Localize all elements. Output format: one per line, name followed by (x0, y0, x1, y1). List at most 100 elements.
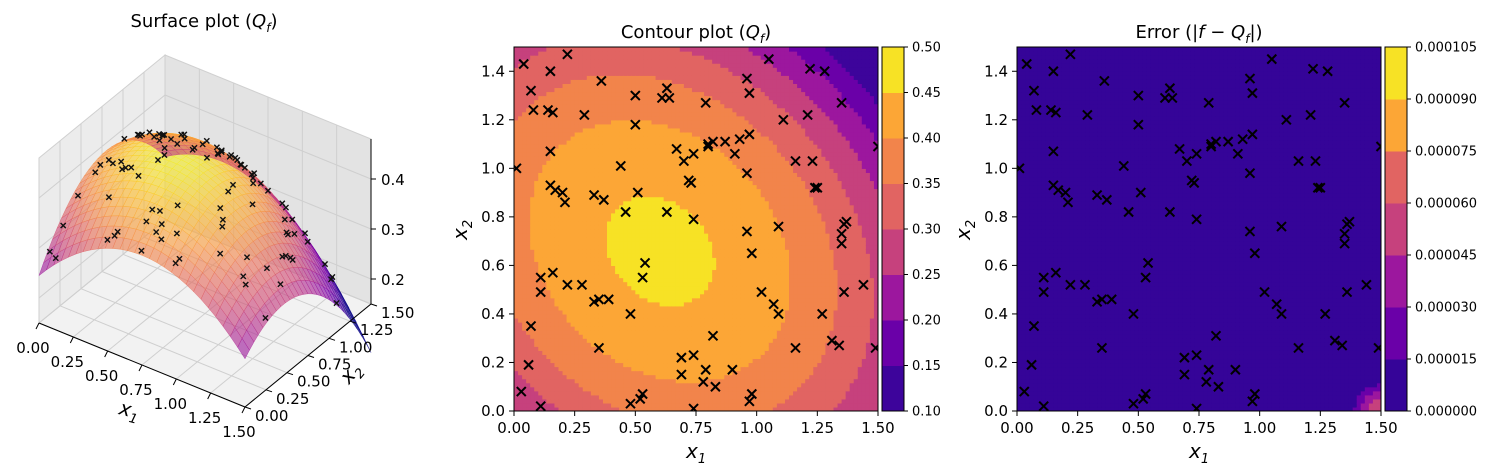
contour-cell (627, 382, 632, 388)
contour-cell (522, 144, 527, 149)
contour-cell (586, 257, 592, 262)
contour-cell (570, 257, 576, 262)
contour-cell (639, 358, 645, 364)
contour-cell (643, 156, 649, 161)
contour-cell (619, 362, 624, 368)
contour-cell (615, 386, 620, 392)
contour-cell (607, 123, 612, 129)
contour-cell (570, 144, 576, 149)
contour-cell (562, 83, 568, 89)
contour-cell (570, 237, 576, 242)
contour-cell (518, 135, 523, 141)
contour-cell (534, 127, 539, 133)
contour-cell (574, 245, 580, 250)
contour-cell (635, 273, 640, 279)
contour-cell (566, 257, 572, 262)
contour-cell (627, 378, 632, 384)
contour-cell (627, 47, 632, 52)
marker-stroke (203, 137, 210, 144)
contour-cell (514, 257, 519, 262)
contour-cell (663, 241, 669, 246)
contour-cell (602, 140, 608, 145)
contour-cell (522, 382, 527, 388)
contour-cell (578, 237, 584, 242)
contour-cell (671, 156, 677, 161)
contour-cell (643, 374, 649, 380)
contour-cell (663, 103, 669, 109)
contour-cell (586, 285, 592, 291)
contour-cell (667, 309, 673, 315)
contour-cell (594, 285, 600, 291)
contour-cell (538, 273, 543, 279)
contour-cell (623, 233, 628, 238)
contour-cell (538, 338, 543, 343)
contour-cell (526, 237, 531, 242)
contour-cell (578, 273, 584, 279)
contour-cell (550, 326, 556, 331)
contour-cell (598, 366, 604, 372)
contour-cell (659, 224, 665, 230)
contour-cell (655, 188, 661, 194)
contour-cell (643, 224, 649, 230)
contour-cell (566, 301, 572, 307)
contour-cell (570, 366, 576, 372)
contour-cell (566, 354, 572, 360)
contour-cell (562, 241, 568, 246)
contour-cell (542, 87, 547, 93)
sample-point-marker (301, 230, 309, 237)
contour-cell (578, 140, 584, 145)
marker-stroke (333, 300, 340, 307)
contour-cell (619, 330, 624, 335)
contour-cell (514, 358, 519, 364)
contour-cell (627, 390, 632, 396)
contour-cell (542, 212, 547, 218)
contour-cell (526, 59, 531, 64)
contour-cell (667, 398, 673, 404)
contour-cell (550, 354, 556, 360)
contour-cell (607, 184, 612, 190)
contour-cell (542, 390, 547, 396)
contour-cell (574, 119, 580, 125)
contour-cell (558, 99, 564, 105)
contour-cell (594, 204, 600, 210)
contour-cell (619, 273, 624, 279)
contour-cell (526, 229, 531, 234)
contour-cell (566, 346, 572, 351)
contour-cell (542, 176, 547, 182)
contour-cell (566, 362, 572, 368)
contour-cell (631, 233, 636, 238)
contour-cell (538, 358, 543, 364)
contour-cell (611, 245, 616, 250)
contour-cell (598, 241, 604, 246)
contour-cell (550, 83, 556, 89)
contour-cell (602, 386, 608, 392)
contour-cell (582, 354, 588, 360)
sample-point-marker (203, 137, 210, 144)
marker-stroke (149, 206, 156, 213)
contour-cell (598, 63, 604, 68)
contour-cell (594, 95, 600, 101)
contour-cell (623, 370, 628, 376)
contour-cell (550, 196, 556, 202)
contour-cell (550, 95, 556, 101)
contour-cell (623, 71, 628, 76)
contour-cell (675, 378, 681, 384)
contour-cell (607, 144, 612, 149)
contour-cell (514, 83, 519, 89)
contour-cell (530, 55, 535, 60)
contour-cell (522, 47, 527, 52)
contour-cell (671, 277, 677, 283)
contour-cell (518, 99, 523, 105)
contour-cell (655, 172, 661, 178)
contour-cell (619, 301, 624, 307)
contour-cell (542, 229, 547, 234)
contour-cell (675, 55, 681, 60)
contour-cell (667, 67, 673, 72)
contour-cell (530, 200, 535, 206)
contour-cell (623, 111, 628, 117)
marker-stroke (291, 230, 298, 237)
contour-cell (679, 309, 685, 315)
sample-point-marker (173, 230, 180, 237)
contour-cell (679, 322, 685, 327)
contour-cell (615, 208, 620, 214)
